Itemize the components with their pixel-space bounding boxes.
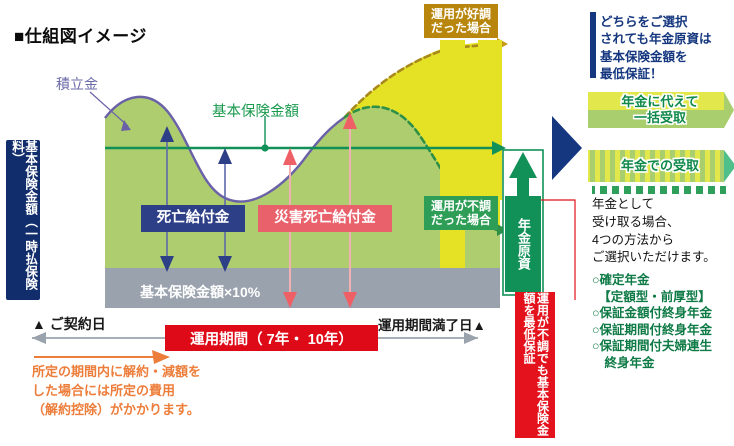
investment-period-label: 運用期間（ 7年・ 10年） <box>165 325 378 351</box>
surrender-charge-note: 所定の期間内に解約・減額を した場合には所定の費用 （解約控除）がかかります。 <box>32 364 202 417</box>
accident-death-benefit-callout: 災害死亡給付金 <box>258 205 392 232</box>
pension-fund-text: 年金原資 <box>515 218 531 270</box>
annuity-options-list: ○確定年金 【定額型・前厚型】 ○保証金額付終身年金 ○保証期間付終身年金 ○保… <box>592 273 713 370</box>
surrender-period-arrow <box>34 350 170 364</box>
page-title: ■仕組図イメージ <box>14 27 147 46</box>
minimum-guarantee-callout: 運用が不調でも基本保険金額を最低保証 <box>515 292 555 438</box>
base-line-marker <box>261 144 269 152</box>
death-benefit-callout: 死亡給付金 <box>141 205 245 232</box>
minimum-guarantee-band-label: 基本保険金額×10% <box>140 284 261 300</box>
base-insurance-amount-axis-label: 基本保険金額（一時払保険料） <box>6 140 40 300</box>
contract-date-label: ▲ ご契約日 <box>32 316 106 332</box>
guarantee-headline: どちらをご選択 されても年金原資は 基本保険金額を 最低保証！ <box>600 15 712 81</box>
ribbon-lump-sum-shape <box>588 92 734 128</box>
accumulation-fund-label: 積立金 <box>56 76 98 92</box>
lump-sum-option-banner[interactable]: 年金に代えて 一括受取 <box>588 92 732 128</box>
ribbon-annuity-shape <box>588 150 734 182</box>
accident-death-benefit-arrows <box>283 112 357 308</box>
poor-performance-callout: 運用が不調 だった場合 <box>424 196 498 230</box>
pension-fund-label: 年金原資 <box>505 196 541 292</box>
tsumitate-leader <box>89 91 129 127</box>
good-value-column-2 <box>478 40 502 200</box>
base-insurance-amount-label: 基本保険金額 <box>212 104 299 120</box>
good-performance-callout: 運用が好調 だった場合 <box>424 4 498 38</box>
lump-sum-option-label: 年金に代えて 一括受取 <box>621 94 699 125</box>
headline-accent-bar <box>590 12 596 78</box>
minimum-guarantee-band <box>105 268 500 308</box>
left-axis-text: 基本保険金額（一時払保険料） <box>10 140 38 290</box>
base-line-arrow <box>492 141 506 155</box>
minimum-guarantee-text: 運用が不調でも基本保険金額を最低保証 <box>522 292 550 436</box>
good-value-column <box>440 40 465 268</box>
maturity-date-label: 運用期間満了日▲ <box>378 318 486 333</box>
annuity-option-banner[interactable]: 年金での受取 <box>588 150 732 182</box>
annuity-option-label: 年金での受取 <box>620 158 699 174</box>
striped-divider <box>592 186 726 194</box>
death-benefit-arrows <box>160 126 232 272</box>
annuity-description: 年金として 受け取る場合、 4つの方法から ご選択いただけます。 <box>592 197 716 265</box>
navy-pointer-triangle <box>552 116 582 180</box>
tsumitate-leader-arrow <box>121 120 131 131</box>
